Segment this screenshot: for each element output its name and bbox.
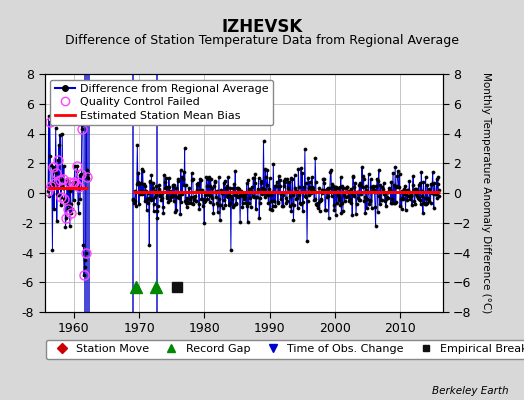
Text: Berkeley Earth: Berkeley Earth <box>432 386 508 396</box>
Text: IZHEVSK: IZHEVSK <box>221 18 303 36</box>
Legend: Station Move, Record Gap, Time of Obs. Change, Empirical Break: Station Move, Record Gap, Time of Obs. C… <box>46 340 524 359</box>
Y-axis label: Monthly Temperature Anomaly Difference (°C): Monthly Temperature Anomaly Difference (… <box>481 72 491 314</box>
Text: Difference of Station Temperature Data from Regional Average: Difference of Station Temperature Data f… <box>65 34 459 47</box>
